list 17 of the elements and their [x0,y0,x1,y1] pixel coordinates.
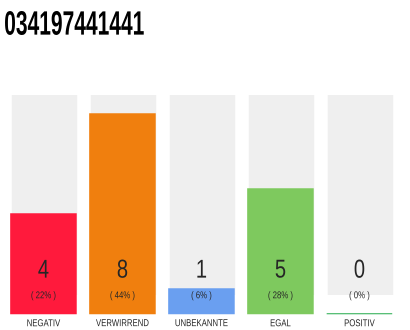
data-label: 4 [38,260,48,278]
annotation: ( 44% ) [110,291,134,301]
annotation: ( 22% ) [31,291,56,301]
x-tick-label: VERWIRREND [96,319,149,326]
annotation: ( 6% ) [192,291,212,301]
bar [168,288,235,314]
x-tick-label: NEGATIV [27,319,60,326]
data-label: 1 [197,260,206,278]
chart-title: 034197441441 [5,11,144,36]
data-label: 0 [354,260,364,278]
x-tick-label: UNBEKANNTE [175,319,228,326]
x-tick-label: EGAL [270,319,291,326]
annotation: ( 0% ) [350,291,370,301]
data-label: 8 [118,260,128,278]
data-label: 5 [276,260,286,278]
annotation: ( 28% ) [268,291,292,301]
x-tick-label: POSITIV [344,319,375,326]
